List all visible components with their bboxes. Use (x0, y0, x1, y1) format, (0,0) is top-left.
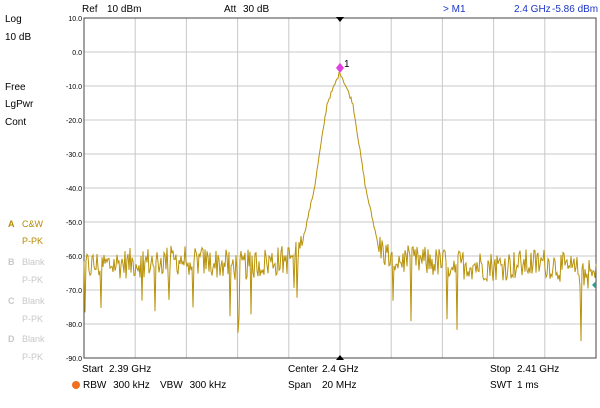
vbw-value: 300 kHz (189, 380, 227, 391)
trace-a-letter: A (8, 219, 15, 229)
marker-frequency: 2.4 GHz (514, 4, 551, 15)
rbw-setting[interactable]: RBW 300 kHz (72, 380, 150, 391)
trace-b-mode: Blank (22, 257, 45, 267)
trace-c-detector: P-PK (22, 314, 44, 324)
scale-division[interactable]: 10 dB (5, 32, 32, 43)
swt-value[interactable]: 1 ms (517, 380, 539, 391)
trace-a-detector: P-PK (22, 236, 44, 246)
center-label: Center (288, 364, 319, 375)
start-value[interactable]: 2.39 GHz (109, 364, 152, 375)
y-tick-label: -40.0 (66, 186, 82, 193)
y-tick-label: -50.0 (66, 220, 82, 227)
y-tick-label: -70.0 (66, 288, 82, 295)
trace-a-mode: C&W (22, 219, 43, 229)
span-label: Span (288, 380, 312, 391)
ref-label: Ref (82, 4, 98, 15)
start-label: Start (82, 364, 104, 375)
rbw-label: RBW (83, 380, 107, 391)
trace-b-letter: B (8, 257, 15, 267)
marker-label[interactable]: > M1 (443, 4, 466, 15)
y-tick-label: -80.0 (66, 322, 82, 329)
trace-b-detector: P-PK (22, 275, 44, 285)
trace-d-detector: P-PK (22, 352, 44, 362)
center-value[interactable]: 2.4 GHz (322, 364, 359, 375)
trace-a-line (83, 71, 597, 342)
marker-1-label: 1 (344, 59, 350, 70)
vbw-setting[interactable]: VBW 300 kHz (160, 380, 226, 391)
rbw-indicator-icon (72, 381, 80, 390)
trace-c-letter: C (8, 296, 15, 306)
y-tick-label: -30.0 (66, 152, 82, 159)
y-tick-label: -60.0 (66, 254, 82, 261)
marker-1-diamond[interactable] (336, 62, 344, 73)
att-label: Att (224, 4, 237, 15)
sweep-mode[interactable]: Free (5, 82, 26, 93)
vbw-label: VBW (160, 380, 183, 391)
y-tick-label: 0.0 (72, 50, 82, 57)
detector-mode[interactable]: LgPwr (5, 99, 34, 110)
center-marker-top-icon (336, 17, 344, 22)
trace-d-mode: Blank (22, 334, 45, 344)
scale-mode[interactable]: Log (5, 14, 22, 25)
y-tick-label: 10.0 (68, 16, 82, 23)
ref-value: 10 dBm (107, 4, 142, 15)
stop-label: Stop (490, 364, 511, 375)
y-tick-label: -10.0 (66, 84, 82, 91)
trace-end-marker-icon (592, 281, 596, 289)
att-value: 30 dB (243, 4, 270, 15)
y-tick-label: -20.0 (66, 118, 82, 125)
swt-label: SWT (490, 380, 513, 391)
center-marker-bottom-icon (336, 355, 344, 360)
stop-value[interactable]: 2.41 GHz (517, 364, 560, 375)
trace-c-mode: Blank (22, 296, 45, 306)
y-axis-ticks: 10.0 0.0 -10.0 -20.0 -30.0 -40.0 -50.0 -60.0 -70… (66, 16, 82, 363)
span-value[interactable]: 20 MHz (322, 380, 357, 391)
sweep-continuous[interactable]: Cont (5, 117, 27, 128)
rbw-value: 300 kHz (113, 380, 150, 391)
grid (84, 18, 596, 358)
y-tick-label: -90.0 (66, 356, 82, 363)
trace-d-letter: D (8, 334, 15, 344)
marker-level: -5.86 dBm (552, 4, 599, 15)
